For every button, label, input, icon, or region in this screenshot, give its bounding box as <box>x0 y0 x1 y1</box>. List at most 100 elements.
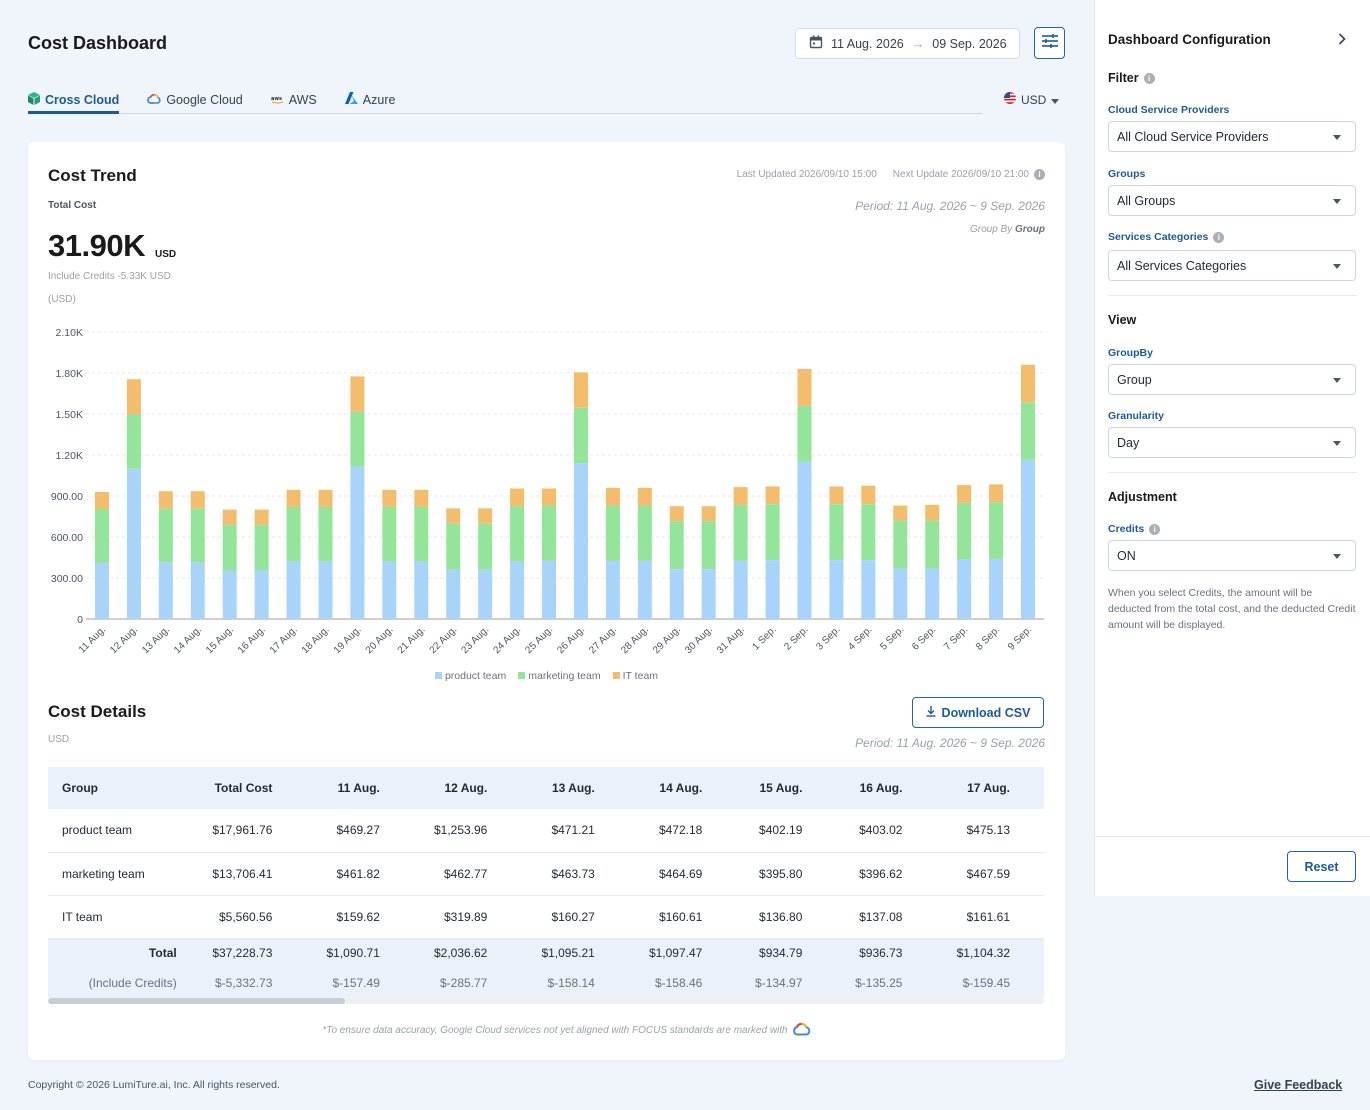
legend-it-team[interactable]: IT team <box>612 670 658 682</box>
bar-IT-team[interactable] <box>414 489 429 507</box>
bar-marketing-team[interactable] <box>957 502 972 560</box>
bar-IT-team[interactable] <box>446 508 461 524</box>
bar-marketing-team[interactable] <box>350 411 365 467</box>
bar-product-team[interactable] <box>350 466 365 619</box>
bar-IT-team[interactable] <box>989 484 1004 503</box>
date-range-picker[interactable]: 11 Aug. 2026 → 09 Sep. 2026 <box>795 28 1020 59</box>
bar-marketing-team[interactable] <box>446 523 461 570</box>
legend-product-team[interactable]: product team <box>434 670 506 682</box>
bar-IT-team[interactable] <box>190 491 205 509</box>
bar-marketing-team[interactable] <box>542 505 557 561</box>
bar-marketing-team[interactable] <box>829 504 844 561</box>
download-csv-button[interactable]: Download CSV <box>912 697 1044 728</box>
tab-azure[interactable]: Azure <box>344 86 395 113</box>
bar-product-team[interactable] <box>158 562 173 619</box>
bar-IT-team[interactable] <box>637 487 652 506</box>
bar-product-team[interactable] <box>797 461 812 619</box>
groups-select[interactable]: All Groups <box>1108 185 1356 216</box>
bar-marketing-team[interactable] <box>573 407 588 464</box>
bar-product-team[interactable] <box>957 559 972 619</box>
bar-product-team[interactable] <box>925 568 940 619</box>
info-icon[interactable]: i <box>1213 231 1225 243</box>
chevron-right-icon[interactable] <box>1338 32 1346 50</box>
bar-IT-team[interactable] <box>542 488 557 506</box>
bar-product-team[interactable] <box>126 468 141 619</box>
bar-IT-team[interactable] <box>733 487 748 505</box>
table-row[interactable]: IT team $5,560.56 $159.62 $319.89 $160.27 $16… <box>48 895 1044 939</box>
bar-marketing-team[interactable] <box>605 505 620 561</box>
bar-IT-team[interactable] <box>573 372 588 408</box>
bar-IT-team[interactable] <box>126 379 141 414</box>
bar-marketing-team[interactable] <box>510 506 525 562</box>
bar-marketing-team[interactable] <box>286 506 301 562</box>
bar-IT-team[interactable] <box>829 486 844 505</box>
bar-marketing-team[interactable] <box>126 414 141 469</box>
bar-IT-team[interactable] <box>605 487 620 506</box>
bar-IT-team[interactable] <box>254 509 269 525</box>
bar-product-team[interactable] <box>446 569 461 619</box>
bar-marketing-team[interactable] <box>1021 402 1036 460</box>
bar-marketing-team[interactable] <box>797 405 812 462</box>
granularity-select[interactable]: Day <box>1108 427 1356 458</box>
bar-IT-team[interactable] <box>94 491 109 509</box>
bar-IT-team[interactable] <box>797 368 812 406</box>
bar-product-team[interactable] <box>478 569 493 619</box>
info-icon[interactable]: i <box>1034 169 1045 180</box>
bar-IT-team[interactable] <box>1021 364 1036 403</box>
bar-IT-team[interactable] <box>350 376 365 412</box>
bar-product-team[interactable] <box>510 561 525 619</box>
bar-marketing-team[interactable] <box>222 524 237 571</box>
bar-IT-team[interactable] <box>861 485 876 505</box>
bar-product-team[interactable] <box>829 560 844 619</box>
reset-button[interactable]: Reset <box>1287 851 1356 882</box>
bar-IT-team[interactable] <box>765 486 780 505</box>
bar-product-team[interactable] <box>286 561 301 619</box>
bar-IT-team[interactable] <box>318 489 333 507</box>
bar-product-team[interactable] <box>765 560 780 619</box>
bar-product-team[interactable] <box>637 560 652 619</box>
tab-cross-cloud[interactable]: Cross Cloud <box>28 86 120 114</box>
bar-IT-team[interactable] <box>222 509 237 525</box>
configuration-toggle-button[interactable] <box>1034 27 1065 59</box>
groupby-select[interactable]: Group <box>1108 364 1356 395</box>
bar-IT-team[interactable] <box>701 506 716 522</box>
bar-product-team[interactable] <box>542 560 557 619</box>
bar-product-team[interactable] <box>254 570 269 619</box>
bar-marketing-team[interactable] <box>893 520 908 569</box>
bar-marketing-team[interactable] <box>414 506 429 562</box>
bar-product-team[interactable] <box>414 561 429 619</box>
bar-IT-team[interactable] <box>957 485 972 503</box>
bar-marketing-team[interactable] <box>861 504 876 561</box>
bar-marketing-team[interactable] <box>478 523 493 570</box>
services-categories-select[interactable]: All Services Categories <box>1108 250 1356 281</box>
tab-aws[interactable]: aws AWS <box>271 86 317 113</box>
bar-IT-team[interactable] <box>478 508 493 524</box>
info-icon[interactable]: i <box>1143 72 1155 84</box>
bar-IT-team[interactable] <box>158 491 173 509</box>
bar-marketing-team[interactable] <box>637 505 652 561</box>
bar-product-team[interactable] <box>701 569 716 619</box>
bar-marketing-team[interactable] <box>382 506 397 562</box>
bar-IT-team[interactable] <box>925 504 940 521</box>
info-icon[interactable]: i <box>1149 523 1161 535</box>
bar-IT-team[interactable] <box>382 489 397 507</box>
bar-marketing-team[interactable] <box>94 508 109 563</box>
bar-marketing-team[interactable] <box>925 520 940 569</box>
bar-product-team[interactable] <box>989 558 1004 619</box>
bar-marketing-team[interactable] <box>190 508 205 563</box>
bar-product-team[interactable] <box>605 560 620 619</box>
bar-marketing-team[interactable] <box>318 506 333 562</box>
bar-product-team[interactable] <box>733 560 748 619</box>
bar-marketing-team[interactable] <box>158 508 173 563</box>
tab-google-cloud[interactable]: Google Cloud <box>147 86 243 113</box>
currency-select[interactable]: USD <box>1004 92 1060 107</box>
bar-product-team[interactable] <box>1021 459 1036 619</box>
legend-marketing-team[interactable]: marketing team <box>518 670 601 682</box>
csp-select[interactable]: All Cloud Service Providers <box>1108 121 1356 152</box>
bar-marketing-team[interactable] <box>733 504 748 561</box>
bar-IT-team[interactable] <box>286 489 301 507</box>
table-row[interactable]: marketing team $13,706.41 $461.82 $462.77 $4… <box>48 852 1044 896</box>
bar-product-team[interactable] <box>382 561 397 619</box>
credits-select[interactable]: ON <box>1108 540 1356 571</box>
bar-marketing-team[interactable] <box>989 502 1004 559</box>
